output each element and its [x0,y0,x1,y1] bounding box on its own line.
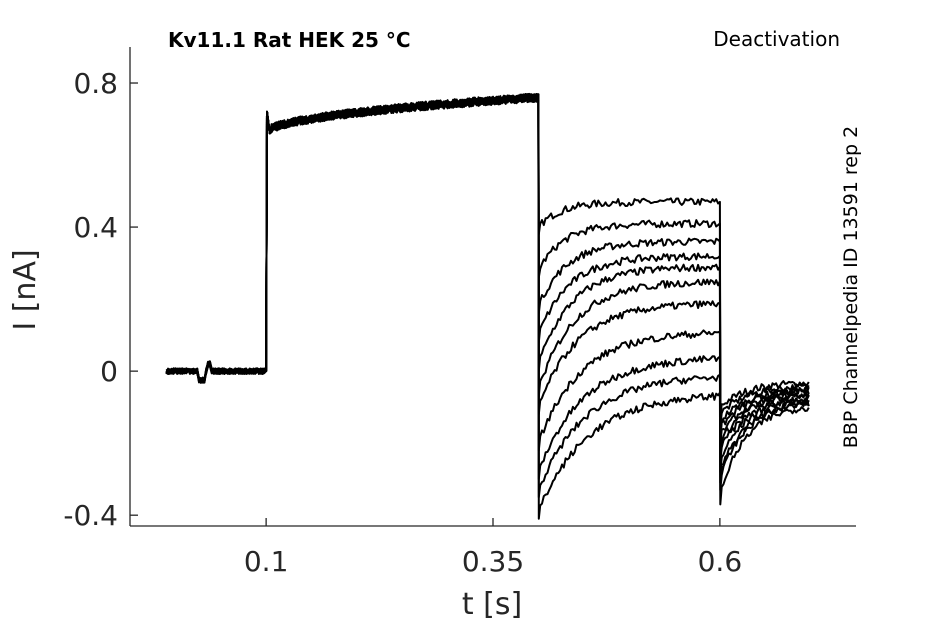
x-axis-label: t [s] [462,587,522,622]
current-trace [165,93,810,463]
y-tick-label: -0.4 [63,499,118,532]
current-trace [165,93,810,434]
chart-title: Kv11.1 Rat HEK 25 °C [168,28,411,52]
current-trace [165,93,810,455]
protocol-label: Deactivation [713,27,840,51]
y-tick-label: 0.4 [73,211,118,244]
y-tick-label: 0 [100,355,118,388]
x-tick-label: 0.1 [244,545,289,578]
y-axis-label: I [nA] [8,249,43,330]
current-traces [165,92,810,520]
x-tick-label: 0.6 [698,545,743,578]
current-trace [166,92,810,473]
source-label: BBP Channelpedia ID 13591 rep 2 [840,126,862,448]
current-trace [165,93,810,499]
y-tick-label: 0.8 [73,67,118,100]
current-trace [166,93,810,484]
axis-ticks: 0.1 0.35 0.6 -0.4 0 0.4 0.8 [63,67,742,578]
x-tick-label: 0.35 [462,545,524,578]
current-trace [165,95,810,520]
